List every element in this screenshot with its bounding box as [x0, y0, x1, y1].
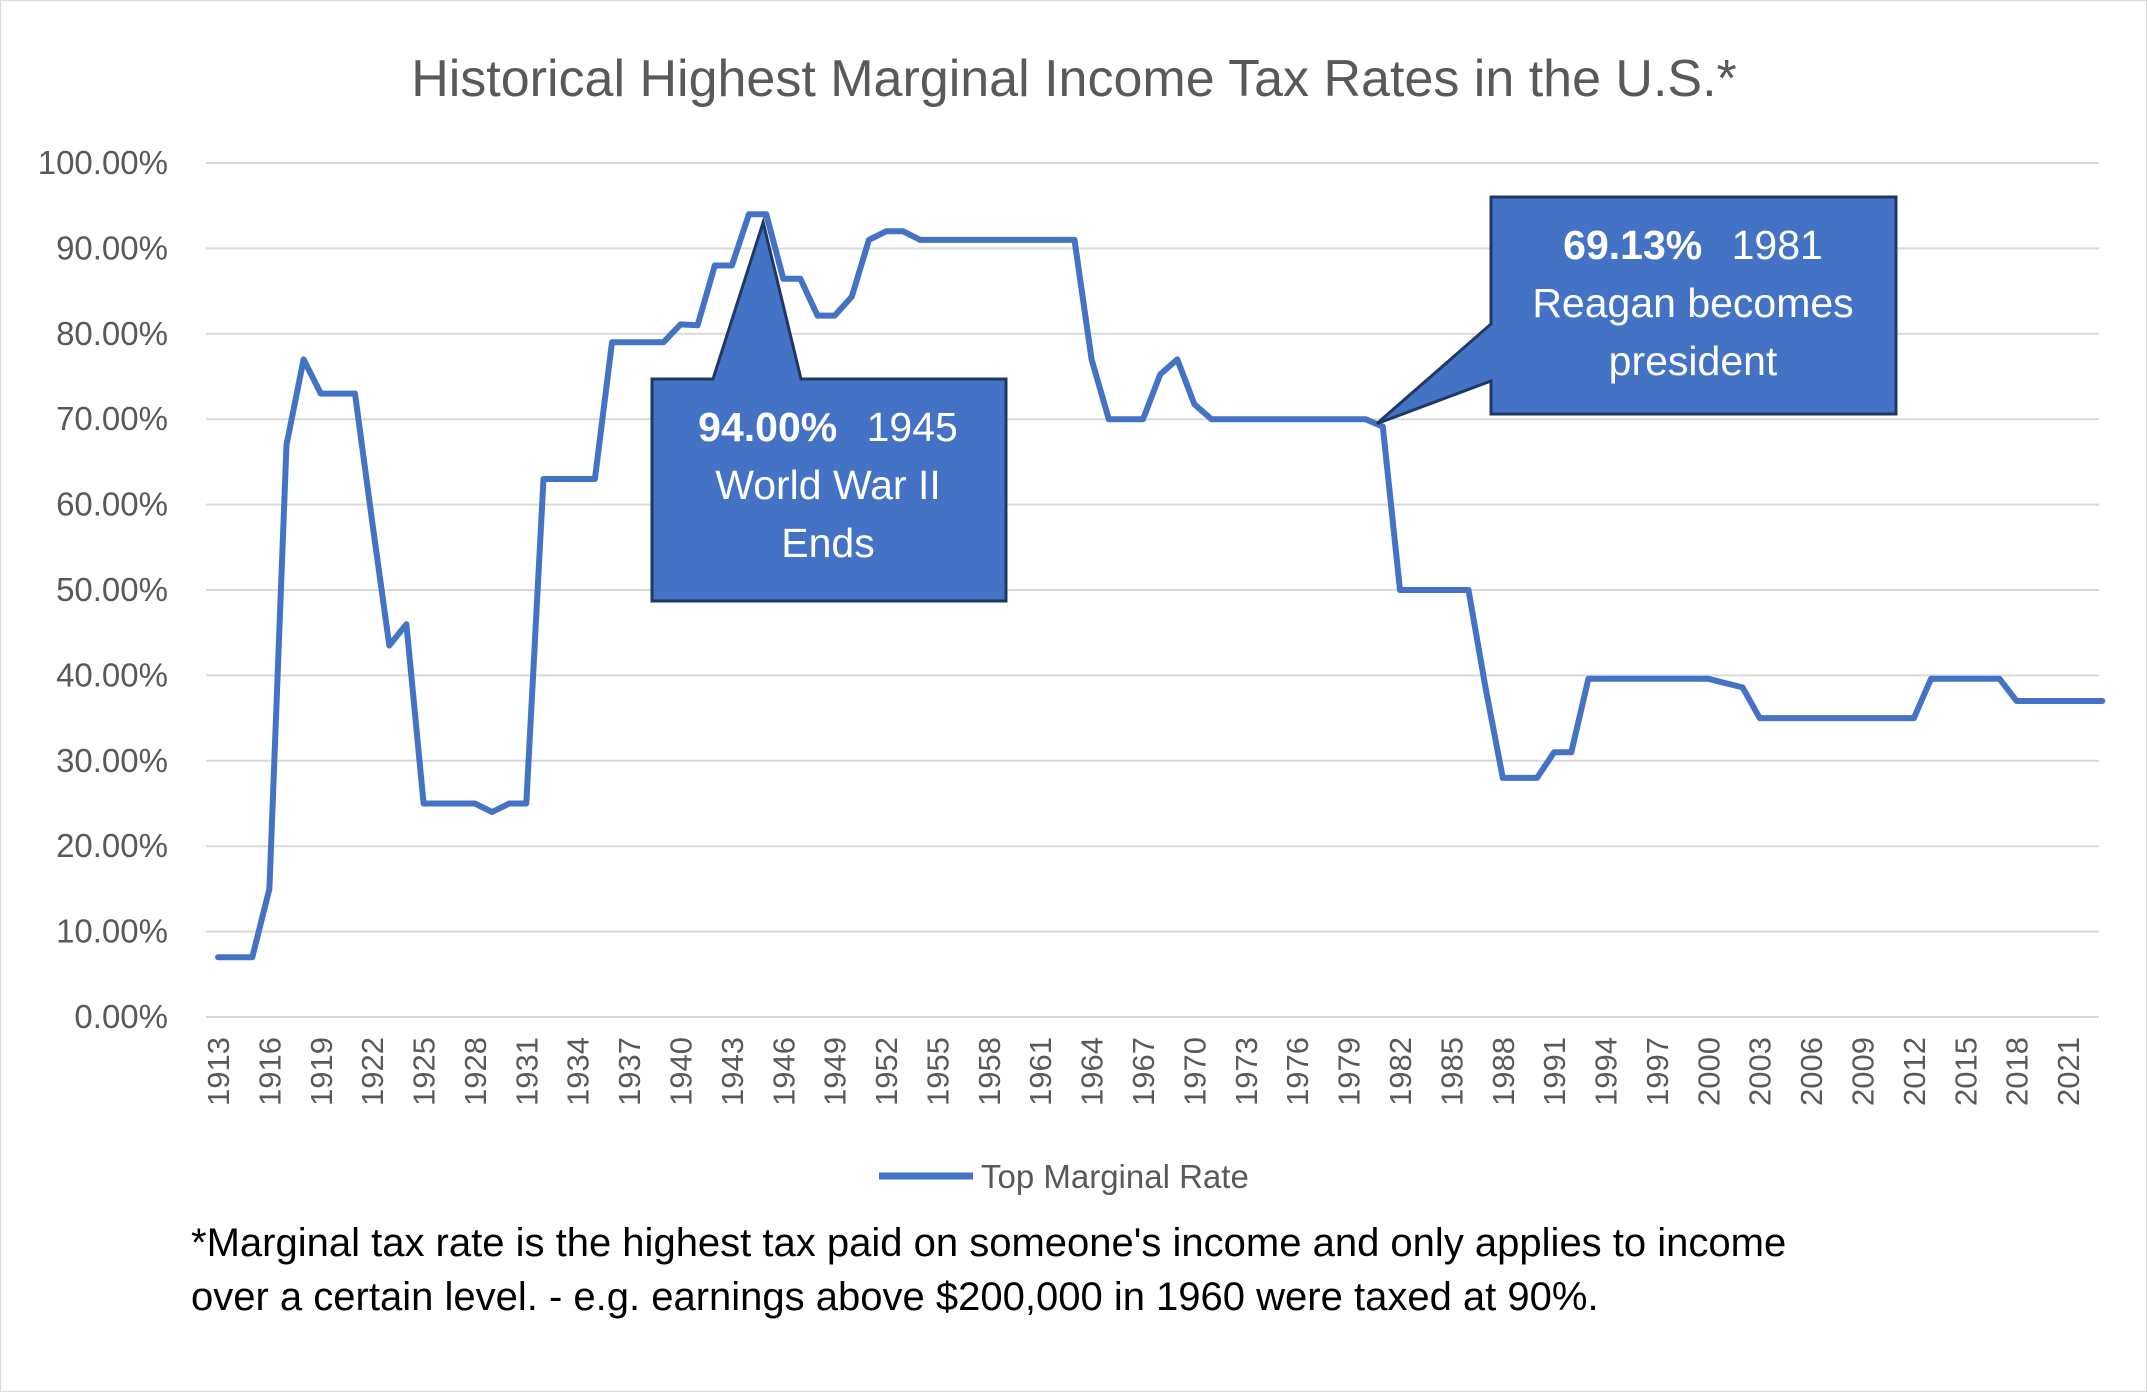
y-tick-label: 100.00% — [38, 144, 168, 181]
x-tick-label: 1922 — [355, 1037, 390, 1106]
x-tick-label: 1946 — [766, 1037, 801, 1106]
x-tick-label: 1994 — [1589, 1037, 1624, 1106]
callout-1945-year: 1945 — [867, 404, 958, 450]
y-tick-label: 30.00% — [56, 742, 168, 779]
x-tick-label: 1964 — [1075, 1037, 1110, 1106]
x-tick-label: 1970 — [1177, 1037, 1212, 1106]
x-tick-label: 1991 — [1537, 1037, 1572, 1106]
series-layer — [215, 211, 2106, 961]
x-tick-label: 1928 — [458, 1037, 493, 1106]
x-tick-label: 2015 — [1948, 1037, 1983, 1106]
x-tick-label: 1979 — [1332, 1037, 1367, 1106]
callout-1945-line-a: 94.00% 1945 — [698, 404, 958, 450]
x-tick-label: 1985 — [1434, 1037, 1469, 1106]
y-tick-label: 60.00% — [56, 486, 168, 523]
footnote: *Marginal tax rate is the highest tax pa… — [191, 1221, 1787, 1319]
y-tick-label: 80.00% — [56, 315, 168, 352]
callout-1945-shape — [650, 216, 1008, 603]
x-tick-label: 1934 — [561, 1037, 596, 1106]
callout-1981: 69.13% 1981 Reagan becomes president — [1375, 195, 1898, 426]
x-tick-label: 1916 — [252, 1037, 287, 1106]
y-tick-label: 40.00% — [56, 656, 168, 693]
x-tick-label: 1961 — [1023, 1037, 1058, 1106]
x-tick-label: 1976 — [1280, 1037, 1315, 1106]
callout-1981-line-a: 69.13% 1981 — [1563, 222, 1823, 268]
x-tick-label: 2006 — [1794, 1037, 1829, 1106]
x-tick-label: 2012 — [1897, 1037, 1932, 1106]
x-tick-label: 1940 — [664, 1037, 699, 1106]
chart-title: Historical Highest Marginal Income Tax R… — [411, 50, 1737, 108]
x-tick-label: 2021 — [2051, 1037, 2086, 1106]
x-tick-label: 2000 — [1691, 1037, 1726, 1106]
callout-1981-line-b: Reagan becomes — [1532, 280, 1853, 326]
x-tick-label: 1913 — [201, 1037, 236, 1106]
x-tick-label: 1997 — [1640, 1037, 1675, 1106]
legend: Top Marginal Rate — [879, 1158, 1249, 1195]
y-tick-label: 50.00% — [56, 571, 168, 608]
callout-1981-year: 1981 — [1732, 222, 1823, 268]
callout-1981-shape — [1375, 195, 1898, 426]
x-tick-label: 1958 — [972, 1037, 1007, 1106]
callout-1945-value: 94.00% — [698, 404, 837, 450]
callout-1981-value: 69.13% — [1563, 222, 1702, 268]
x-tick-label: 1988 — [1486, 1037, 1521, 1106]
y-tick-label: 10.00% — [56, 913, 168, 950]
x-tick-label: 1967 — [1126, 1037, 1161, 1106]
y-tick-label: 20.00% — [56, 827, 168, 864]
x-axis-ticks: 1913 1916 1919 1922 1925 1928 1931 1934 1937 1940… — [201, 1037, 2086, 1106]
x-tick-label: 1937 — [612, 1037, 647, 1106]
callout-1945: 94.00% 1945 World War II Ends — [650, 216, 1008, 603]
y-tick-label: 90.00% — [56, 229, 168, 266]
x-tick-label: 1982 — [1383, 1037, 1418, 1106]
x-tick-label: 1943 — [715, 1037, 750, 1106]
y-tick-label: 70.00% — [56, 400, 168, 437]
x-tick-label: 1949 — [818, 1037, 853, 1106]
x-tick-label: 1931 — [509, 1037, 544, 1106]
x-tick-label: 2018 — [2000, 1037, 2035, 1106]
callout-1945-line-b: World War II — [715, 462, 941, 508]
x-tick-label: 1973 — [1229, 1037, 1264, 1106]
x-tick-label: 1925 — [407, 1037, 442, 1106]
x-tick-label: 1919 — [304, 1037, 339, 1106]
legend-label: Top Marginal Rate — [981, 1158, 1249, 1195]
x-tick-label: 1955 — [920, 1037, 955, 1106]
y-axis-ticks: 0.00% 10.00% 20.00% 30.00% 40.00% 50.00% 60.00… — [38, 144, 168, 1035]
callout-1981-line-c: president — [1609, 338, 1778, 384]
x-tick-label: 1952 — [869, 1037, 904, 1106]
x-tick-label: 2003 — [1743, 1037, 1778, 1106]
x-tick-label: 2009 — [1845, 1037, 1880, 1106]
y-tick-label: 0.00% — [74, 998, 168, 1035]
series-line — [215, 211, 2106, 961]
callout-1945-line-c: Ends — [781, 520, 874, 566]
